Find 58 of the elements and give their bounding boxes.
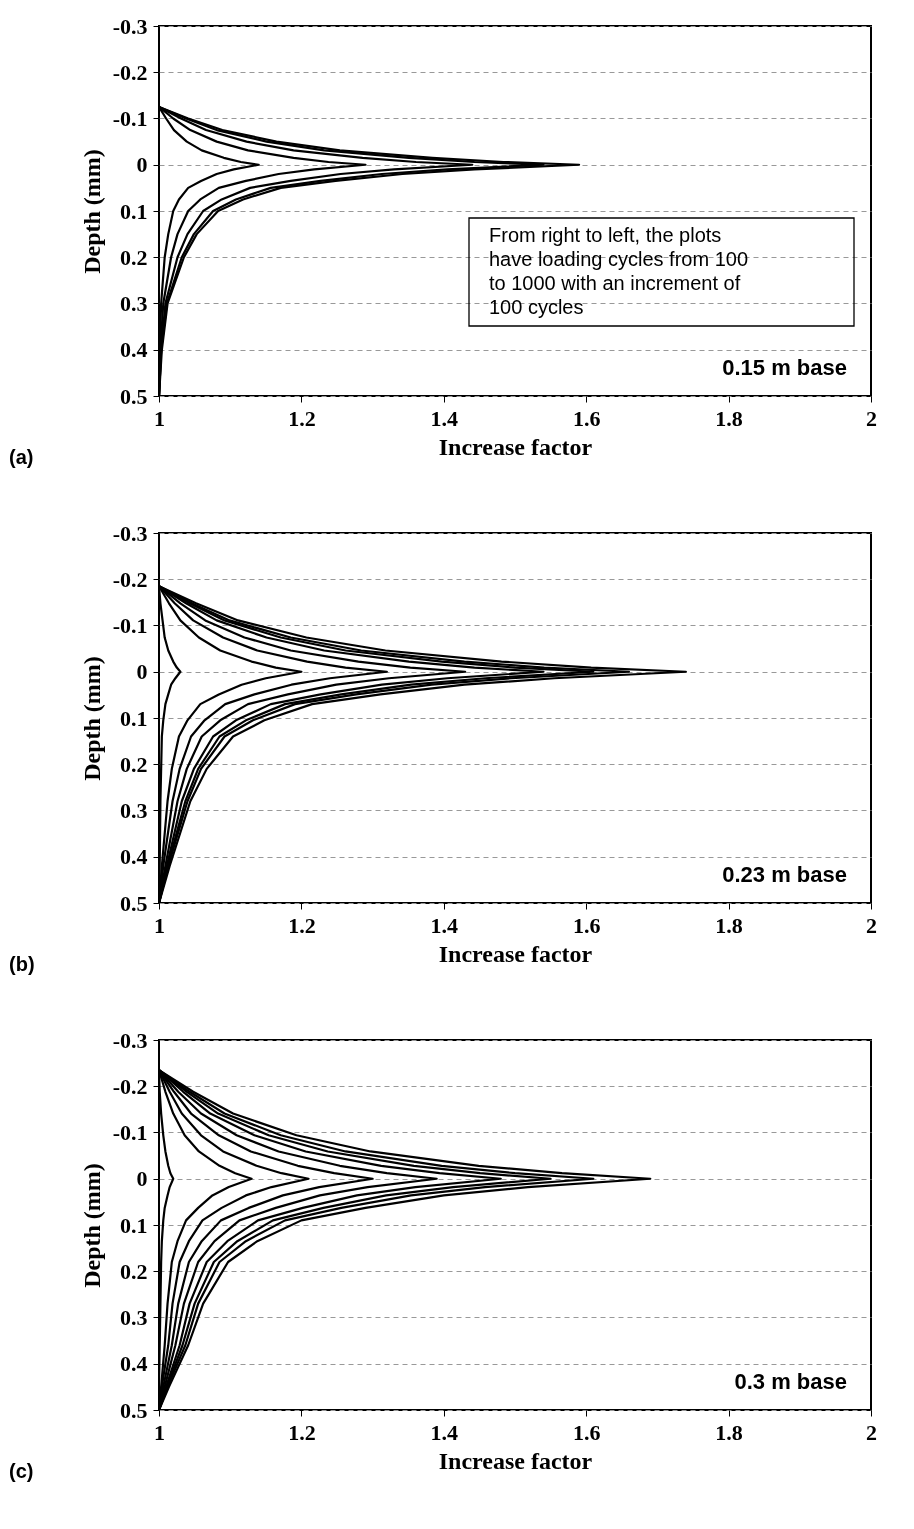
x-axis-title: Increase factor <box>438 1447 593 1474</box>
x-tick-label: 1 <box>154 1419 165 1445</box>
x-tick-label: 1.8 <box>715 1419 743 1445</box>
x-tick-label: 1.4 <box>430 1419 459 1445</box>
annotation: 0.23 m base <box>722 862 847 887</box>
y-tick-label: 0.4 <box>120 844 148 870</box>
y-axis-title: Depth (mm) <box>78 656 105 781</box>
y-tick-label: -0.1 <box>112 106 148 131</box>
x-tick-label: 1.8 <box>715 912 743 938</box>
x-tick-label: 1.2 <box>288 912 316 938</box>
annotation: From right to left, the plots have loading cycles from 100 to 1000 with an increment of 100 cycles <box>489 224 749 318</box>
y-tick-label: 0.2 <box>120 751 148 777</box>
y-axis-title: Depth (mm) <box>78 149 105 274</box>
y-tick-label: -0.3 <box>112 13 148 39</box>
y-tick-label: 0.2 <box>120 244 148 270</box>
y-tick-label: -0.1 <box>112 613 148 638</box>
y-tick-label: 0.1 <box>120 1212 148 1238</box>
x-tick-label: 2 <box>866 405 877 431</box>
x-axis-title: Increase factor <box>438 433 593 460</box>
x-tick-label: 2 <box>866 1419 877 1445</box>
y-tick-label: -0.3 <box>112 1027 148 1053</box>
y-tick-label: 0.5 <box>120 1397 148 1423</box>
x-tick-label: 1.2 <box>288 1419 316 1445</box>
y-tick-label: -0.1 <box>112 1120 148 1145</box>
x-tick-label: 2 <box>866 912 877 938</box>
y-tick-label: 0 <box>136 659 148 685</box>
text: (b) <box>9 953 35 975</box>
x-tick-label: 1.6 <box>572 405 601 431</box>
text: (a) <box>9 446 34 468</box>
y-tick-label: -0.2 <box>112 1073 148 1099</box>
y-tick-label: 0.5 <box>120 383 148 409</box>
y-tick-label: 0.4 <box>120 1351 148 1377</box>
x-tick-label: 1.6 <box>572 912 601 938</box>
x-tick-label: 1.4 <box>430 405 459 431</box>
y-tick-label: -0.2 <box>112 59 148 85</box>
annotation: 0.15 m base <box>722 355 847 380</box>
y-tick-label: 0.4 <box>120 337 148 363</box>
y-tick-label: 0.2 <box>120 1258 148 1284</box>
x-axis-title: Increase factor <box>438 940 593 967</box>
y-tick-label: 0.1 <box>120 705 148 731</box>
text: (c) <box>9 1460 34 1482</box>
x-tick-label: 1.6 <box>572 1419 601 1445</box>
y-tick-label: 0 <box>136 1166 148 1192</box>
x-tick-label: 1.2 <box>288 405 316 431</box>
y-tick-label: 0.3 <box>120 1305 148 1330</box>
y-tick-label: 0.3 <box>120 798 148 823</box>
y-tick-label: 0.5 <box>120 890 148 916</box>
x-tick-label: 1.8 <box>715 405 743 431</box>
y-tick-label: -0.2 <box>112 566 148 592</box>
y-tick-label: 0 <box>136 152 148 178</box>
x-tick-label: 1.4 <box>430 912 459 938</box>
annotation: 0.3 m base <box>734 1369 847 1394</box>
x-tick-label: 1 <box>154 912 165 938</box>
x-tick-label: 1 <box>154 405 165 431</box>
y-axis-title: Depth (mm) <box>78 1163 105 1288</box>
y-tick-label: 0.1 <box>120 198 148 224</box>
y-tick-label: -0.3 <box>112 520 148 546</box>
y-tick-label: 0.3 <box>120 291 148 316</box>
